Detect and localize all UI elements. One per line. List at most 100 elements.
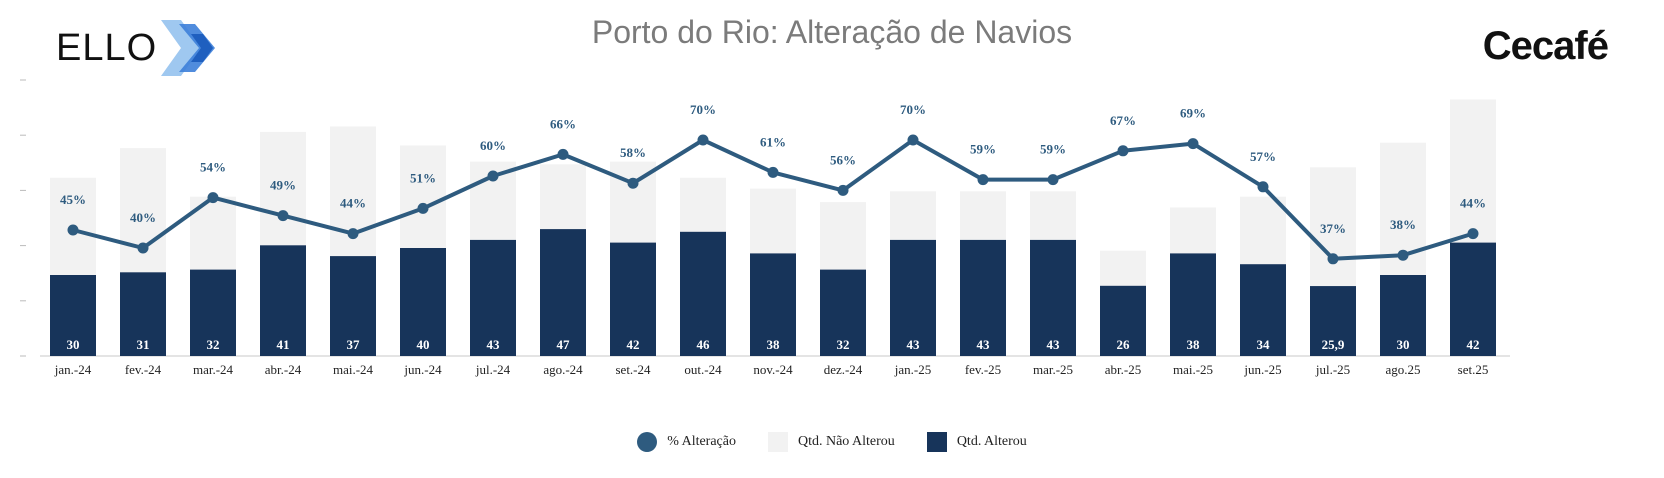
pct-label: 38% [1390, 217, 1416, 232]
x-tick-label: jul.-25 [1315, 362, 1350, 377]
bar-value-label: 40 [417, 337, 430, 352]
pct-label: 51% [410, 170, 436, 185]
pct-point [1257, 181, 1269, 193]
bar-value-label: 43 [487, 337, 501, 352]
pct-label: 70% [900, 102, 926, 117]
bar-value-label: 31 [137, 337, 150, 352]
pct-label: 70% [690, 102, 716, 117]
cecafe-logo: Cecafé [1482, 24, 1609, 68]
pct-point [1047, 174, 1059, 186]
pct-label: 59% [1040, 142, 1066, 157]
ello-x-icon [161, 20, 216, 76]
bar-not-changed [890, 191, 936, 240]
bar-value-label: 30 [1397, 337, 1410, 352]
bar-not-changed [1240, 196, 1286, 265]
bar-value-label: 38 [1187, 337, 1201, 352]
bar-value-label: 42 [627, 337, 640, 352]
pct-label: 58% [620, 145, 646, 160]
bar-changed [610, 242, 656, 356]
pct-label: 67% [1110, 113, 1136, 128]
bar-changed [820, 269, 866, 356]
chart-plot: 30 jan.-24 31 fev.-24 32 mar.-24 41 abr.-24 37 ma… [20, 79, 1510, 377]
x-tick-label: jun.-25 [1243, 362, 1281, 377]
bar-value-label: 37 [347, 337, 361, 352]
x-tick-label: mai.-25 [1173, 362, 1213, 377]
chart-title: Porto do Rio: Alteração de Navios [591, 14, 1073, 50]
bar-not-changed [1100, 250, 1146, 286]
pct-point [697, 134, 709, 146]
pct-point [1187, 138, 1199, 150]
bar-value-label: 26 [1117, 337, 1131, 352]
legend-swatch-line [637, 432, 658, 452]
bar-not-changed [750, 188, 796, 254]
pct-label: 37% [1320, 221, 1346, 236]
legend-swatch-light [767, 432, 788, 452]
pct-label: 49% [270, 178, 296, 193]
pct-label: 40% [130, 210, 156, 225]
pct-label: 44% [1460, 196, 1486, 211]
bar-value-label: 43 [907, 337, 921, 352]
pct-label: 59% [970, 142, 996, 157]
pct-label: 57% [1250, 149, 1276, 164]
pct-label: 56% [830, 152, 856, 167]
bar-not-changed [1450, 99, 1496, 243]
bar-changed [680, 231, 726, 356]
bar-changed [960, 239, 1006, 356]
bar-changed [120, 272, 166, 356]
legend-item-not-changed: Qtd. Não Alterou [767, 432, 895, 452]
pct-point [487, 170, 499, 182]
pct-point [1467, 228, 1479, 240]
pct-point [67, 224, 79, 236]
pct-label: 45% [60, 192, 86, 207]
x-tick-label: fev.-24 [125, 362, 162, 377]
bar-value-label: 38 [767, 337, 781, 352]
x-tick-label: jan.-24 [54, 362, 92, 377]
x-tick-label: ago.25 [1385, 362, 1420, 377]
pct-point [627, 177, 639, 189]
pct-point [557, 148, 569, 160]
pct-label: 61% [760, 134, 786, 149]
bar-not-changed [1030, 191, 1076, 240]
x-tick-label: mai.-24 [333, 362, 374, 377]
bar-value-label: 43 [1047, 337, 1061, 352]
legend-label-pct: % Alteração [667, 434, 736, 449]
bar-changed [190, 269, 236, 356]
bar-value-label: 30 [67, 337, 80, 352]
pct-label: 54% [200, 160, 226, 175]
bar-changed [1240, 264, 1286, 356]
bar-value-label: 34 [1257, 337, 1271, 352]
ello-logo: ELLO [56, 16, 221, 80]
x-tick-label: jul.-24 [475, 362, 511, 377]
x-tick-label: jan.-25 [894, 362, 931, 377]
bar-changed [540, 229, 586, 356]
bar-changed [50, 275, 96, 356]
pct-point [1117, 145, 1129, 157]
pct-point [977, 174, 989, 186]
pct-label: 44% [340, 196, 366, 211]
bar-not-changed [260, 131, 306, 246]
x-tick-label: abr.-25 [1105, 362, 1141, 377]
legend-item-pct: % Alteração [637, 432, 736, 452]
pct-point [837, 184, 849, 196]
bar-not-changed [400, 145, 446, 248]
x-tick-label: jun.-24 [403, 362, 442, 377]
bar-changed [750, 253, 796, 356]
bar-value-label: 46 [697, 337, 711, 352]
bar-changed [330, 256, 376, 356]
bar-changed [890, 239, 936, 356]
bar-changed [400, 248, 446, 356]
bar-changed [1170, 253, 1216, 356]
bar-changed [1380, 275, 1426, 356]
bar-changed [1310, 286, 1356, 356]
legend-item-changed: Qtd. Alterou [926, 432, 1027, 452]
legend-label-changed: Qtd. Alterou [956, 434, 1027, 449]
pct-point [417, 202, 429, 214]
bar-changed [1450, 242, 1496, 356]
bar-not-changed [960, 191, 1006, 240]
pct-point [767, 166, 779, 178]
x-tick-label: out.-24 [684, 362, 722, 377]
x-tick-label: fev.-25 [965, 362, 1001, 377]
pct-point [347, 228, 359, 240]
pct-label: 69% [1180, 106, 1206, 121]
x-tick-label: abr.-24 [265, 362, 302, 377]
